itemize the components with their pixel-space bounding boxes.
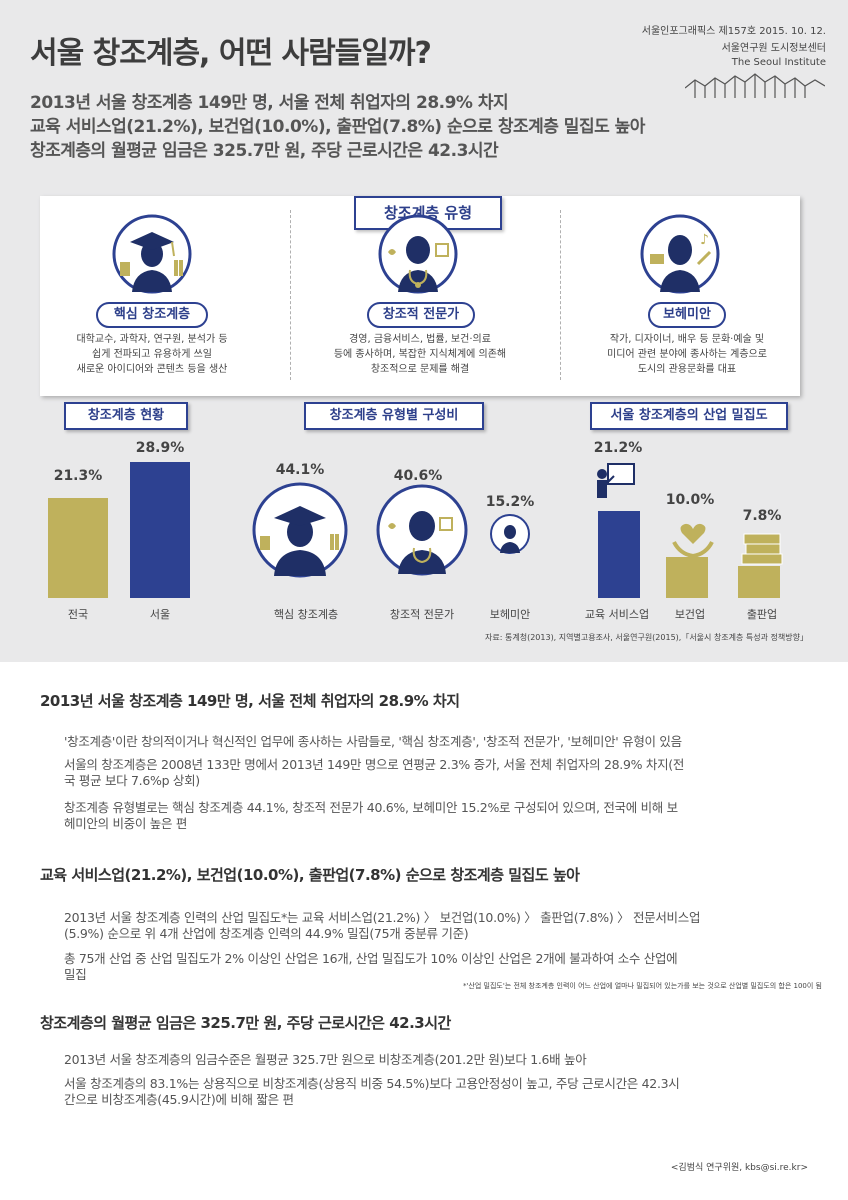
bar-value: 21.2% bbox=[593, 440, 643, 456]
bubble-value: 15.2% bbox=[485, 494, 535, 510]
divider bbox=[290, 210, 291, 380]
section-3-para-2: 서울 창조계층의 83.1%는 상용직으로 비창조계층(상용직 비중 54.5%… bbox=[64, 1076, 680, 1107]
bar-value: 21.3% bbox=[53, 468, 103, 484]
type-desc-bohemian: 작가, 디자이너, 배우 등 문화·예술 및 미디어 관련 분야에 종사하는 계층… bbox=[607, 334, 767, 375]
bar-category: 전국 bbox=[67, 608, 89, 621]
bubble-chart bbox=[252, 482, 530, 578]
chart-title-density: 서울 창조계층의 산업 밀집도 bbox=[590, 402, 788, 430]
summary-line-3: 창조계층의 월평균 임금은 325.7만 원, 주당 근로시간은 42.3시간 bbox=[30, 141, 499, 161]
bar-publishing bbox=[738, 566, 780, 598]
chart-title-status: 창조계층 현황 bbox=[64, 402, 188, 430]
section-1-para-3: 창조계층 유형별로는 핵심 창조계층 44.1%, 창조적 전문가 40.6%,… bbox=[64, 800, 678, 831]
section-1-para-2: 서울의 창조계층은 2008년 133만 명에서 2013년 149만 명으로 … bbox=[64, 757, 685, 788]
institute-logo-icon bbox=[685, 73, 825, 98]
bar-value: 10.0% bbox=[665, 492, 715, 508]
type-label-professional: 창조적 전문가 bbox=[367, 302, 475, 328]
bar-category: 보건업 bbox=[674, 608, 706, 621]
summary-line-2: 교육 서비스업(21.2%), 보건업(10.0%), 출판업(7.8%) 순으… bbox=[30, 117, 645, 137]
books-icon bbox=[741, 533, 783, 565]
org-name-kr: 서울연구원 도시정보센터 bbox=[721, 43, 826, 54]
chart-title-composition: 창조계층 유형별 구성비 bbox=[304, 402, 484, 430]
bar-category: 출판업 bbox=[746, 608, 778, 621]
graduate-icon bbox=[112, 214, 192, 294]
artist-icon: ♪ bbox=[640, 214, 720, 294]
section-2-para-2: 총 75개 산업 중 산업 밀집도가 2% 이상인 산업은 16개, 산업 밀집… bbox=[64, 951, 678, 982]
bar-education bbox=[598, 511, 640, 598]
section-heading-3: 창조계층의 월평균 임금은 325.7만 원, 주당 근로시간은 42.3시간 bbox=[40, 1014, 451, 1032]
section-3-para-1: 2013년 서울 창조계층의 임금수준은 월평균 325.7만 원으로 비창조계… bbox=[64, 1052, 587, 1067]
page-title: 서울 창조계층, 어떤 사람들일까? bbox=[30, 36, 432, 71]
heart-hands-icon bbox=[672, 523, 714, 558]
divider bbox=[560, 210, 561, 380]
org-name-en: The Seoul Institute bbox=[731, 57, 826, 68]
section-2-para-1: 2013년 서울 창조계층 인력의 산업 밀집도*는 교육 서비스업(21.2%… bbox=[64, 910, 701, 941]
bubble-value: 44.1% bbox=[275, 462, 325, 478]
bar-category: 교육 서비스업 bbox=[584, 608, 650, 621]
bar-seoul bbox=[130, 462, 190, 598]
bar-category: 서울 bbox=[149, 608, 171, 621]
bubble-professional bbox=[376, 484, 468, 576]
bubble-category: 보헤미안 bbox=[489, 608, 531, 621]
source-note: 자료: 통계청(2013), 지역별고용조사, 서울연구원(2015),「서울시… bbox=[485, 633, 808, 642]
bar-health bbox=[666, 557, 708, 598]
bar-value: 28.9% bbox=[135, 440, 185, 456]
issue-meta: 서울인포그래픽스 제157호 2015. 10. 12. bbox=[641, 26, 826, 37]
svg-text:♪: ♪ bbox=[700, 232, 709, 248]
bubble-bohemian bbox=[490, 514, 530, 554]
type-label-core: 핵심 창조계층 bbox=[96, 302, 208, 328]
bar-value: 7.8% bbox=[742, 508, 782, 524]
teacher-icon bbox=[597, 463, 635, 498]
type-desc-core: 대학교수, 과학자, 연구원, 분석가 등 쉽게 전파되고 유용하게 쓰일 새로운 … bbox=[76, 334, 228, 375]
section-heading-1: 2013년 서울 창조계층 149만 명, 서울 전체 취업자의 28.9% 차… bbox=[40, 692, 460, 710]
bubble-value: 40.6% bbox=[393, 468, 443, 484]
author-credit: <김범식 연구위원, kbs@si.re.kr> bbox=[670, 1163, 808, 1173]
type-desc-professional: 경영, 금융서비스, 법률, 보건·의료 등에 종사하며, 복잡한 지식체계에 의… bbox=[333, 334, 507, 375]
type-label-bohemian: 보헤미안 bbox=[648, 302, 726, 328]
section-1-para-1: '창조계층'이란 창의적이거나 혁신적인 업무에 종사하는 사람들로, '핵심 … bbox=[64, 734, 682, 749]
bar-national bbox=[48, 497, 108, 598]
section-heading-2: 교육 서비스업(21.2%), 보건업(10.0%), 출판업(7.8%) 순으… bbox=[40, 866, 580, 884]
bubble-category: 핵심 창조계층 bbox=[273, 608, 339, 621]
density-footnote: *'산업 밀집도'는 전체 창조계층 인력이 어느 산업에 얼마나 밀집되어 있… bbox=[463, 982, 822, 990]
bubble-core bbox=[252, 482, 348, 578]
doctor-icon bbox=[378, 214, 458, 294]
bubble-category: 창조적 전문가 bbox=[389, 608, 455, 621]
org-meta: 서울연구원 도시정보센터 The Seoul Institute bbox=[722, 42, 826, 70]
summary-line-1: 2013년 서울 창조계층 149만 명, 서울 전체 취업자의 28.9% 차… bbox=[30, 93, 509, 113]
